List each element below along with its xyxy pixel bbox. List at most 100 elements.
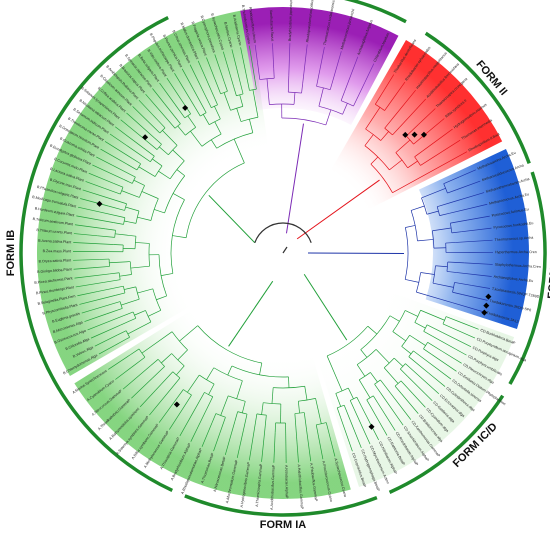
root-arc <box>254 222 312 243</box>
branch-iv <box>301 83 304 94</box>
branch-iii <box>447 261 465 264</box>
branch-icd <box>374 384 381 393</box>
branch-ia <box>315 398 322 424</box>
branch-ib <box>132 158 141 165</box>
leaf-label: B.Oryza.sativa.Plant <box>39 258 72 263</box>
branch-arc-iii <box>443 183 448 194</box>
branch-ib <box>115 233 136 237</box>
branch-ib <box>214 106 221 120</box>
branch-icd <box>405 363 419 376</box>
branch-arc-ib <box>135 286 140 300</box>
leaf-label: Rhodopseudomonas.palustris <box>305 0 314 43</box>
branch-tip-ib <box>214 54 225 82</box>
branch-tip-ib <box>166 77 186 106</box>
branch-tip-ib <box>132 106 148 122</box>
branch-arc-icd <box>359 372 371 381</box>
branch-tip-icd <box>441 350 462 364</box>
branch-ib <box>115 292 126 296</box>
stem-ia <box>228 280 274 347</box>
branch-arc-ib <box>135 210 140 224</box>
leaf-label: Pyrococcus.horikoshii.Eu <box>493 221 533 230</box>
branch-tip-ii <box>383 74 395 91</box>
branch-tip-ib <box>240 47 247 74</box>
highlight-marker <box>182 104 189 111</box>
branch-tip-iv <box>319 47 325 70</box>
branch-arc-ii <box>370 163 393 193</box>
branch-ib <box>104 187 121 195</box>
branch-icd <box>409 334 426 346</box>
branch-iii <box>446 271 457 273</box>
leaf-label: B.Pinus.thunbergii.Plant <box>36 285 75 295</box>
branch-ia <box>294 413 296 424</box>
branch-arc-ia <box>273 385 305 389</box>
branch-ib <box>158 170 171 180</box>
branch-tip-ib <box>231 49 238 69</box>
stem-ii <box>296 179 380 240</box>
branch-arc-ib <box>174 123 181 129</box>
branch-tip-ii <box>422 128 453 152</box>
branch-ia <box>211 413 217 423</box>
branch-ia <box>261 402 264 415</box>
branch-ib <box>153 137 162 145</box>
branch-ia <box>177 349 188 361</box>
branch-tip-icd <box>350 420 362 448</box>
branch-ib <box>137 288 153 294</box>
branch-iii <box>405 279 419 283</box>
branch-ia <box>204 396 214 413</box>
highlight-marker <box>481 309 488 316</box>
branch-ia <box>242 413 248 431</box>
branch-iv <box>266 78 270 105</box>
highlight-marker <box>483 302 490 309</box>
ring-arc-ii <box>424 31 531 164</box>
branch-tip-ia <box>248 439 254 461</box>
branch-iv <box>287 75 290 93</box>
branch-tip-ii <box>442 151 468 166</box>
branch-ib <box>121 298 140 306</box>
branch-icd <box>349 400 362 425</box>
branch-ib <box>143 138 158 150</box>
branch-tip-ib <box>81 304 111 314</box>
branch-tip-ii <box>399 98 427 128</box>
highlight-marker <box>173 401 180 408</box>
branch-tip-ia <box>224 421 236 456</box>
branch-tip-ib <box>152 88 165 104</box>
branch-arc-icd <box>423 342 428 349</box>
branch-tip-ia <box>201 422 213 447</box>
branch-tip-icd <box>407 375 433 401</box>
branch-tip-icd <box>442 332 472 348</box>
stem-ib <box>208 194 256 244</box>
branch-ib <box>117 330 127 336</box>
branch-tip-iv <box>302 44 308 84</box>
leaf-label: Staphylothermus.Archa.Cren <box>495 262 541 269</box>
leaf-label: A.Thiobacillus.GammaP <box>309 463 318 502</box>
branch-tip-ib <box>75 282 104 288</box>
branch-icd <box>360 349 368 358</box>
branch-icd <box>358 379 371 399</box>
branch-icd <box>373 395 383 411</box>
branch-ia <box>187 374 200 393</box>
branch-arc-ii <box>384 127 393 136</box>
branch-tip-ib <box>100 148 123 162</box>
branch-tip-ib <box>109 133 143 157</box>
branch-icd <box>442 323 453 329</box>
branch-tip-ib <box>73 259 100 261</box>
branch-arc-ia <box>256 413 267 416</box>
branch-arc-icd <box>392 310 406 332</box>
leaf-label: B.Ginkgo.biloba.Plant <box>37 267 72 274</box>
branch-iii <box>445 242 456 244</box>
branch-ib <box>134 310 146 316</box>
leaf-label: Hyperthermus.Archa.Cren <box>495 250 537 254</box>
branch-arc-ib <box>240 116 259 122</box>
branch-ib <box>133 140 155 157</box>
branch-tip-ib <box>96 156 113 166</box>
leaf-label: A.Halothiobacillus.GammaP <box>297 464 304 510</box>
branch-icd <box>400 368 408 377</box>
branch-ia <box>303 412 307 430</box>
branch-arc-ib <box>120 187 124 195</box>
branch-tip-ia <box>131 377 153 399</box>
branch-arc-ib <box>150 198 159 221</box>
branch-iii <box>451 231 462 234</box>
branch-tip-icd <box>428 372 446 387</box>
branch-iii <box>417 239 434 242</box>
